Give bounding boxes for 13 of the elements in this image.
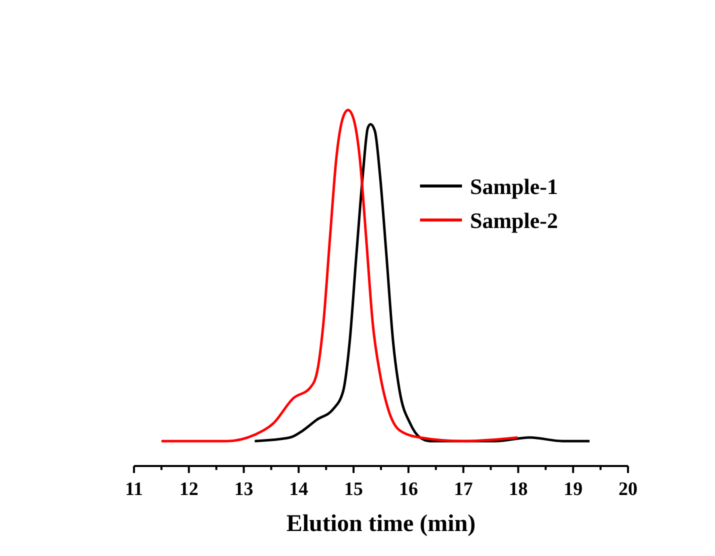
x-axis-title: Elution time (min)	[286, 511, 476, 537]
x-tick-label: 13	[234, 479, 254, 500]
legend-label: Sample-1	[470, 174, 558, 199]
x-tick-label: 11	[125, 479, 143, 500]
x-tick-label: 17	[454, 479, 474, 500]
x-tick-label: 16	[398, 479, 418, 500]
x-tick-label: 14	[289, 479, 309, 500]
x-tick-label: 19	[564, 479, 583, 500]
x-tick-label: 15	[344, 479, 364, 500]
legend-label: Sample-2	[470, 208, 558, 233]
x-tick-label: 12	[179, 479, 198, 500]
x-tick-label: 20	[618, 479, 638, 500]
x-tick-label: 18	[508, 479, 528, 500]
